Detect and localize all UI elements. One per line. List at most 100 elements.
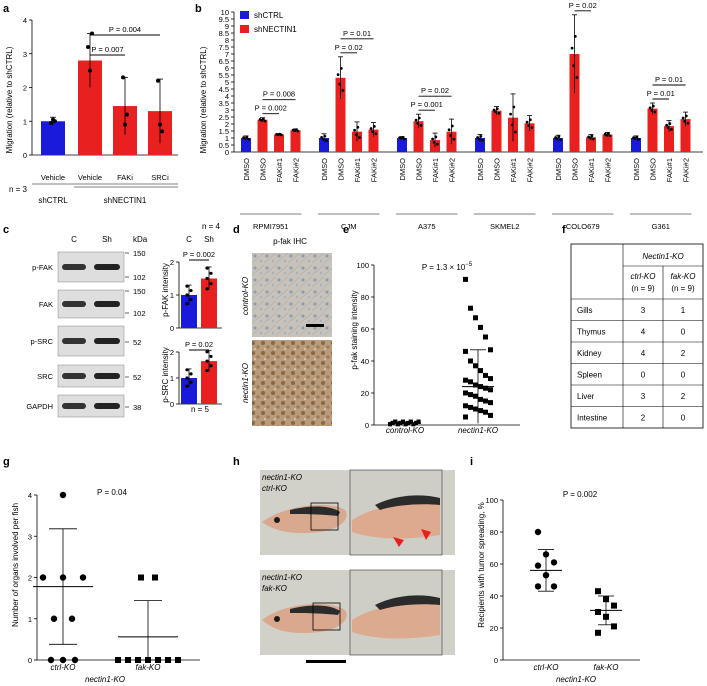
panel-b-tick-label: DMSO bbox=[493, 158, 502, 181]
blot-band bbox=[94, 301, 120, 307]
panel-b-bar bbox=[352, 131, 362, 152]
panel-e-point bbox=[463, 377, 468, 383]
psrc-point bbox=[205, 368, 209, 373]
panel-b-point bbox=[432, 140, 436, 144]
panel-b-point bbox=[371, 130, 375, 134]
panel-b-point bbox=[530, 126, 534, 130]
pfak-point bbox=[189, 288, 193, 293]
panel-b-bar bbox=[319, 138, 329, 152]
pfak-y-tick-label: 0 bbox=[170, 324, 174, 333]
panel-b-bar bbox=[335, 77, 346, 152]
panel-e-y-tick-label: 100 bbox=[356, 261, 369, 270]
psrc-point bbox=[205, 350, 209, 354]
psrc-point bbox=[185, 384, 189, 388]
panel-b-p1-pvalue: P = 0.01 bbox=[655, 75, 683, 84]
organ-table: Nectin1-KO ctrl-KO (n = 9) fak-KO (n = 9… bbox=[570, 243, 704, 429]
pfak-point bbox=[209, 282, 213, 286]
panel-e-point bbox=[478, 324, 483, 330]
panel-b-point bbox=[263, 119, 267, 123]
panel-g-point bbox=[50, 615, 58, 622]
panel-b-tick-label: FAKi#2 bbox=[682, 158, 691, 182]
psrc-y-tick-label: 0 bbox=[170, 400, 174, 409]
panel-g-point bbox=[125, 657, 131, 663]
panel-i-point bbox=[534, 583, 542, 590]
legend-swatch-shctrl bbox=[240, 11, 249, 19]
pfak-ylabel: p-FAK intensity bbox=[161, 263, 170, 317]
panel-g-group: nectin1-KO bbox=[85, 675, 125, 684]
panel-b-tick-label: DMSO bbox=[398, 158, 407, 181]
panel-b-point bbox=[494, 110, 498, 114]
panel-i-y-tick-label: 0 bbox=[494, 656, 498, 665]
table-organ: Thymus bbox=[577, 328, 605, 337]
panel-c-cat-sh: Sh bbox=[204, 235, 214, 244]
panel-b-point bbox=[648, 106, 652, 110]
panel-i-y-tick-label: 80 bbox=[490, 528, 498, 537]
panel-letter-a: a bbox=[3, 3, 10, 15]
panel-e-point bbox=[416, 419, 421, 424]
panel-b-point bbox=[447, 128, 451, 132]
panel-i-point bbox=[611, 602, 617, 609]
blot-band bbox=[94, 373, 120, 379]
panel-a-chart: Migration (relative to shCTRL) n = 3 shN… bbox=[5, 46, 147, 205]
blot-marker-label: 102 bbox=[133, 309, 146, 318]
blot-strip bbox=[57, 394, 125, 418]
panel-e-cat-nectin1: nectin1-KO bbox=[458, 426, 498, 435]
table-organ: Liver bbox=[577, 392, 595, 401]
panel-b-y-tick-label: 4 bbox=[225, 92, 229, 101]
psrc-p-pvalue: P = 0.02 bbox=[185, 340, 213, 349]
panel-b-y-tick-label: 2.5 bbox=[219, 113, 229, 122]
panel-e-point bbox=[388, 422, 392, 427]
panel-a-point bbox=[88, 68, 92, 73]
panel-b-point bbox=[419, 124, 423, 127]
panel-b-tick-label: DMSO bbox=[476, 158, 485, 181]
panel-b-cell-line: CJM bbox=[341, 222, 356, 231]
panel-b-point bbox=[653, 110, 657, 114]
table-fak-value: 0 bbox=[681, 414, 686, 423]
panel-b-point bbox=[557, 135, 561, 139]
panel-b-bar bbox=[680, 119, 691, 152]
pfak-point bbox=[185, 302, 189, 306]
panel-b-point bbox=[245, 135, 249, 139]
panel-g-point bbox=[39, 574, 47, 581]
panel-e-point bbox=[463, 414, 468, 420]
legend-label-shnectin1: shNECTIN1 bbox=[254, 25, 297, 34]
panel-b-point bbox=[555, 137, 559, 141]
blot-strip bbox=[57, 364, 125, 388]
table-ctrl-value: 2 bbox=[641, 414, 646, 423]
panel-b-point bbox=[497, 111, 501, 115]
pfak-point bbox=[205, 266, 209, 270]
panel-i-point bbox=[550, 559, 558, 566]
panel-e-point bbox=[488, 412, 493, 418]
panel-b-y-tick-label: 5 bbox=[225, 78, 229, 87]
pfak-point bbox=[189, 297, 193, 302]
panel-b-point bbox=[510, 123, 514, 127]
panel-b-point bbox=[666, 126, 670, 130]
panel-b-bar bbox=[569, 54, 580, 152]
panel-b-point bbox=[247, 137, 250, 141]
blot-marker-label: 52 bbox=[133, 338, 141, 347]
panel-b-point bbox=[528, 118, 532, 122]
table-col1-name: ctrl-KO bbox=[631, 272, 656, 281]
panel-b-bar bbox=[257, 119, 268, 152]
panel-e-y-tick-label: 80 bbox=[361, 293, 369, 302]
panel-b-p2-pvalue: P = 0.001 bbox=[411, 100, 443, 109]
panel-b-y-tick-label: 0 bbox=[225, 148, 229, 157]
panel-g-y-tick-label: 3 bbox=[28, 532, 32, 541]
panel-b-point bbox=[606, 132, 610, 135]
panel-b-point bbox=[325, 139, 328, 142]
panel-i-point bbox=[595, 588, 601, 595]
panel-g-point bbox=[79, 574, 87, 581]
panel-a-category: Vehicle bbox=[41, 173, 65, 182]
panel-g-point bbox=[59, 656, 67, 664]
panel-b-point bbox=[358, 136, 361, 139]
blot-row-label: p-FAK bbox=[32, 263, 53, 272]
panel-b-point bbox=[495, 107, 499, 111]
blot-band bbox=[94, 338, 120, 344]
panel-g-chart: Number of organs involved per fish P = 0… bbox=[11, 488, 160, 684]
panel-e-point bbox=[483, 334, 488, 340]
panel-a-y-tick-label: 3 bbox=[23, 50, 27, 59]
panel-a-bar bbox=[41, 121, 65, 155]
panel-b-bar bbox=[631, 138, 641, 152]
panel-b-p1-pvalue: P = 0.02 bbox=[421, 86, 449, 95]
fish-scale-bar bbox=[306, 660, 346, 663]
